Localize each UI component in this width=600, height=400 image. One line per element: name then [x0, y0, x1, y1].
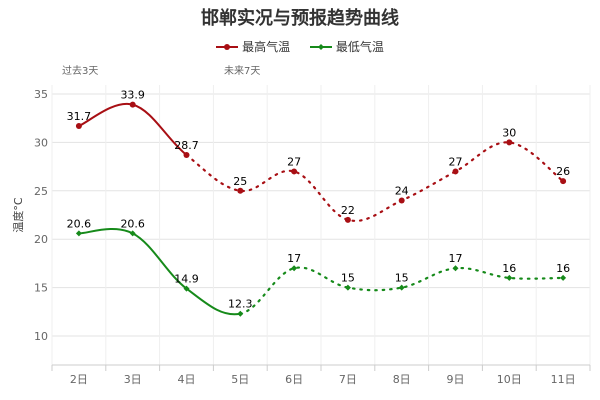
data-label: 24 [395, 184, 409, 197]
series-line-observed [78, 228, 241, 316]
data-point-high [452, 168, 459, 175]
data-label: 33.9 [120, 89, 145, 102]
data-label: 22 [341, 204, 355, 217]
data-point-low [129, 230, 136, 237]
y-tick-label: 15 [34, 282, 48, 295]
series-line-observed [78, 102, 188, 156]
data-label: 20.6 [120, 217, 145, 230]
data-label: 14.9 [174, 273, 199, 286]
data-label: 20.6 [67, 217, 92, 230]
data-label: 25 [233, 175, 247, 188]
data-point-low [398, 284, 405, 291]
data-label: 27 [287, 155, 301, 168]
data-label: 12.3 [228, 298, 253, 311]
data-label: 16 [556, 262, 570, 275]
y-tick-label: 30 [34, 136, 48, 149]
data-point-high [344, 216, 351, 223]
y-tick-label: 10 [34, 330, 48, 343]
legend-label-high: 最高气温 [242, 40, 291, 54]
data-point-low [506, 274, 513, 281]
legend: 最高气温 最低气温 [0, 38, 600, 55]
data-label: 26 [556, 165, 570, 178]
data-label: 30 [502, 126, 516, 139]
data-point-high [183, 151, 190, 158]
x-tick-label: 3日 [124, 373, 142, 386]
data-label: 15 [395, 272, 409, 285]
data-point-low [237, 310, 244, 317]
series-line-forecast [185, 141, 565, 222]
data-point-low [560, 274, 567, 281]
data-label: 17 [449, 252, 463, 265]
y-tick-label: 35 [34, 88, 48, 101]
legend-item-low[interactable]: 最低气温 [309, 38, 384, 55]
legend-item-high[interactable]: 最高气温 [216, 38, 290, 55]
y-tick-label: 25 [34, 185, 48, 198]
legend-label-low: 最低气温 [335, 40, 384, 54]
x-tick-label: 4日 [178, 373, 196, 386]
legend-marker-high [216, 43, 239, 50]
data-label: 31.7 [67, 110, 92, 123]
data-point-low [75, 230, 82, 237]
annotation-past: 过去3天 [62, 64, 98, 77]
data-point-high [560, 178, 567, 185]
data-point-high [398, 197, 405, 204]
x-tick-label: 5日 [231, 373, 249, 386]
data-point-high [291, 168, 298, 175]
x-tick-label: 6日 [285, 373, 303, 386]
chart-title: 邯郸实况与预报趋势曲线 [201, 8, 399, 29]
data-label: 27 [449, 155, 463, 168]
x-tick-label: 2日 [70, 373, 88, 386]
y-axis-label: 温度°C [11, 197, 25, 232]
data-label: 17 [287, 252, 301, 265]
data-point-high [75, 122, 82, 129]
data-label: 16 [502, 262, 516, 275]
data-point-low [344, 284, 351, 291]
x-tick-label: 10日 [497, 373, 522, 386]
annotation-future: 未来7天 [224, 65, 260, 77]
data-label: 28.7 [174, 139, 199, 152]
x-tick-label: 8日 [393, 373, 411, 386]
data-point-low [291, 265, 298, 272]
data-point-low [183, 285, 190, 292]
data-label: 15 [341, 272, 355, 285]
data-point-high [506, 139, 513, 146]
data-point-low [452, 265, 459, 272]
data-point-high [129, 101, 136, 108]
x-tick-label: 7日 [339, 373, 357, 386]
data-point-high [237, 187, 244, 194]
y-tick-label: 20 [34, 233, 48, 246]
x-tick-label: 11日 [551, 373, 576, 386]
x-tick-label: 9日 [447, 373, 465, 386]
legend-marker-low [309, 43, 332, 50]
